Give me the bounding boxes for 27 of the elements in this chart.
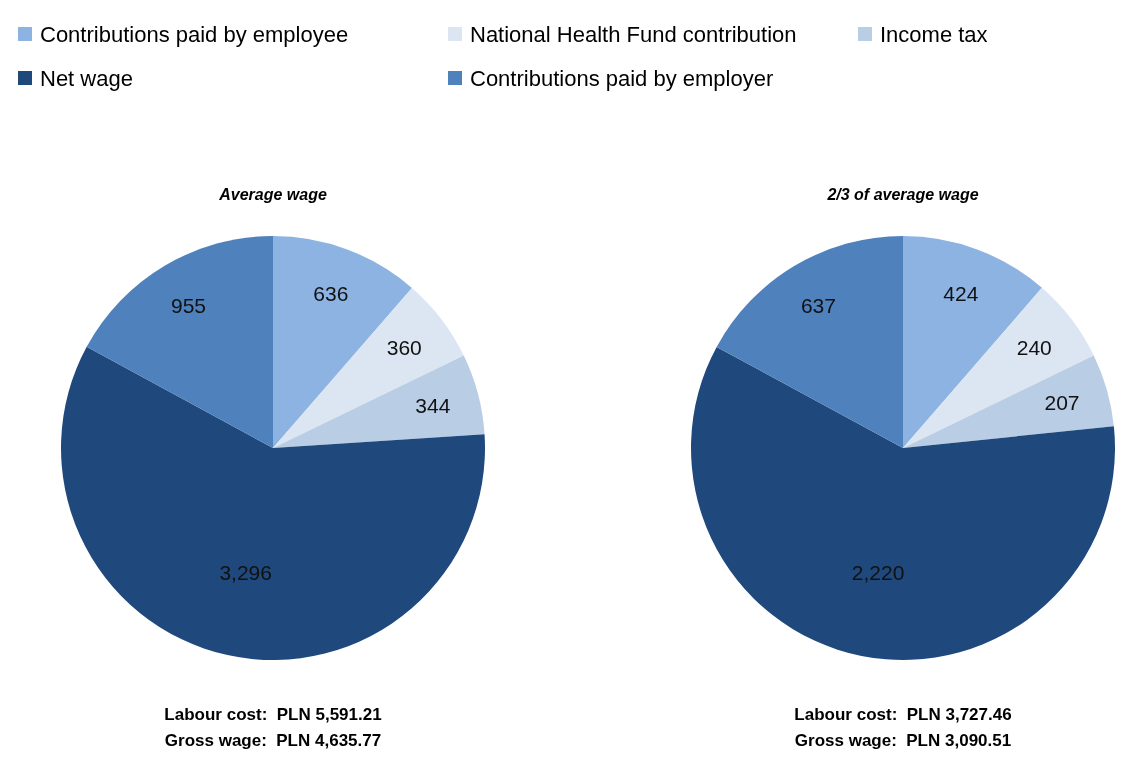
data-label: 3,296 (219, 560, 272, 584)
text: Labour cost: PLN 3,727.46 (794, 705, 1012, 724)
text: Gross wage: PLN 3,090.51 (794, 731, 1012, 750)
data-label: 344 (415, 394, 451, 418)
legend-label: Net wage (40, 65, 133, 91)
pie-slice (273, 287, 464, 448)
text: Average wage (218, 186, 327, 203)
data-label: 955 (170, 294, 206, 318)
pie-slice (716, 236, 903, 448)
legend-label: National Health Fund contribution (470, 21, 797, 47)
text: Gross wage: PLN 4,635.77 (164, 731, 382, 750)
text: Labour cost: PLN 5,591.21 (164, 705, 382, 724)
pie-slice (273, 355, 485, 448)
pie-slice (903, 355, 1114, 448)
chart-title: 2/3 of average wage (826, 186, 979, 203)
data-label: 637 (800, 294, 836, 318)
legend-label: Income tax (880, 21, 988, 47)
data-label: 360 (386, 335, 422, 359)
data-label: 424 (943, 281, 979, 305)
data-label: 207 (1044, 391, 1080, 415)
legend-label: Contributions paid by employer (470, 65, 774, 91)
pie-slice (903, 287, 1094, 448)
legend-label: Contributions paid by employee (40, 21, 349, 47)
data-label: 240 (1016, 335, 1052, 359)
pie-slice (86, 236, 273, 448)
data-label: 636 (313, 281, 349, 305)
data-label: 2,220 (851, 561, 905, 585)
